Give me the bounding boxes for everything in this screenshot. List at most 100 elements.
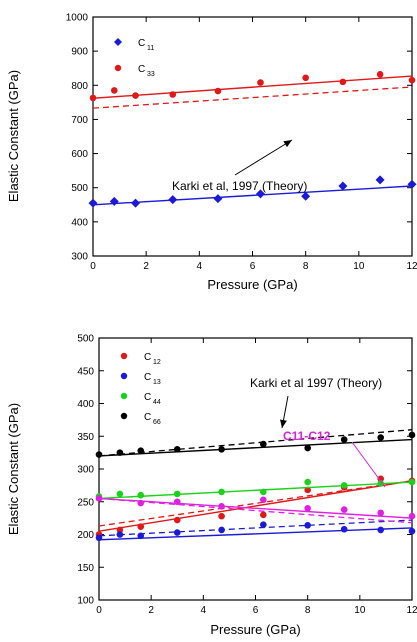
y-tick-label: 900 xyxy=(71,47,88,58)
data-point xyxy=(173,529,181,536)
data-point xyxy=(218,503,225,510)
x-axis-label: Pressure (GPa) xyxy=(210,622,300,637)
y-tick-label: 1000 xyxy=(66,13,89,24)
data-point xyxy=(377,475,385,483)
y-tick-label: 500 xyxy=(71,183,88,194)
legend-item: C 44 xyxy=(120,392,161,406)
series-c66 xyxy=(95,429,416,458)
legend-item: C 12 xyxy=(120,352,161,366)
legend-item: C 13 xyxy=(120,372,161,386)
legend-marker xyxy=(114,64,122,72)
fit-line xyxy=(98,480,413,532)
data-point xyxy=(173,490,181,498)
c11-c12-annotation: C11-C12 xyxy=(283,429,331,443)
data-point xyxy=(339,78,347,86)
y-axis-label: Elastic Constant (GPa) xyxy=(6,403,21,535)
data-point xyxy=(137,499,145,507)
data-point xyxy=(260,440,267,448)
y-axis-label: Elastic Constant (GPa) xyxy=(6,70,21,202)
x-tick-label: 10 xyxy=(353,261,365,272)
data-point xyxy=(260,496,267,504)
fit-line xyxy=(98,497,413,519)
data-point xyxy=(95,495,103,502)
theory-annotation: Karki et al 1997 (Theory) xyxy=(250,376,382,390)
data-point xyxy=(408,431,416,439)
theory-line xyxy=(92,86,413,109)
fit-line xyxy=(92,75,413,99)
data-point xyxy=(304,444,311,452)
data-point xyxy=(375,175,385,185)
data-point xyxy=(110,87,118,94)
y-tick-label: 350 xyxy=(77,432,94,443)
x-tick-label: 8 xyxy=(303,261,309,272)
legend-item: C 33 xyxy=(114,64,155,78)
y-tick-label: 450 xyxy=(77,366,94,377)
x-tick-label: 12 xyxy=(406,261,417,272)
y-tick-label: 700 xyxy=(71,115,88,126)
fit-line xyxy=(98,527,413,541)
data-point xyxy=(408,527,416,535)
data-point xyxy=(137,532,145,540)
legend-subscript: 13 xyxy=(153,379,161,386)
legend-item: C 11 xyxy=(114,38,154,52)
data-point xyxy=(340,525,348,533)
y-tick-label: 300 xyxy=(71,252,88,263)
data-point xyxy=(260,521,267,528)
y-tick-label: 150 xyxy=(77,563,94,574)
x-tick-label: 0 xyxy=(96,605,102,616)
annotation-arrow xyxy=(234,139,293,176)
data-point xyxy=(218,488,225,496)
data-point xyxy=(168,195,178,205)
data-point xyxy=(408,478,416,486)
data-point xyxy=(88,198,98,208)
data-point xyxy=(260,511,267,519)
data-point xyxy=(304,505,311,512)
data-point xyxy=(408,76,416,84)
x-axis-label: Pressure (GPa) xyxy=(207,277,297,292)
legend-label: C xyxy=(144,352,151,363)
legend-label: C xyxy=(144,392,151,403)
data-point xyxy=(340,506,348,513)
y-tick-label: 400 xyxy=(77,399,94,410)
data-point xyxy=(213,194,223,204)
data-point xyxy=(95,534,103,542)
data-point xyxy=(89,94,97,102)
data-point xyxy=(116,526,124,534)
fit-line xyxy=(98,438,413,457)
data-point xyxy=(218,512,225,520)
data-point xyxy=(377,480,385,487)
data-point xyxy=(338,181,348,191)
data-point xyxy=(304,478,311,486)
legend-marker xyxy=(114,38,122,46)
x-tick-label: 6 xyxy=(253,605,259,616)
data-point xyxy=(109,196,119,206)
data-point xyxy=(257,79,264,86)
chart-2: 0 2 4 6 8 10 12 100 150 200 250 300 350 400 450 500 Pres… xyxy=(6,334,417,638)
data-point xyxy=(169,91,177,98)
data-point xyxy=(376,71,384,78)
y-tick-label: 400 xyxy=(71,217,88,228)
legend-marker xyxy=(120,352,128,360)
data-point xyxy=(137,447,145,454)
data-point xyxy=(377,509,385,517)
data-point xyxy=(116,449,124,456)
data-point xyxy=(260,488,267,496)
plot-frame xyxy=(92,16,413,257)
legend-subscript: 11 xyxy=(147,45,154,52)
data-point xyxy=(407,179,417,189)
theory-line xyxy=(98,519,413,537)
data-point xyxy=(377,434,385,441)
data-point xyxy=(132,92,139,99)
data-point xyxy=(173,446,181,453)
data-point xyxy=(377,526,385,534)
x-tick-label: 2 xyxy=(143,261,149,272)
data-point xyxy=(137,491,145,499)
legend-marker xyxy=(120,412,128,420)
theory-annotation: Karki et al, 1997 (Theory) xyxy=(172,179,307,193)
legend-marker xyxy=(120,372,128,380)
data-point xyxy=(340,436,348,443)
legend-item: C 66 xyxy=(120,412,161,426)
fit-line xyxy=(98,481,413,500)
legend-label: C xyxy=(138,38,145,49)
